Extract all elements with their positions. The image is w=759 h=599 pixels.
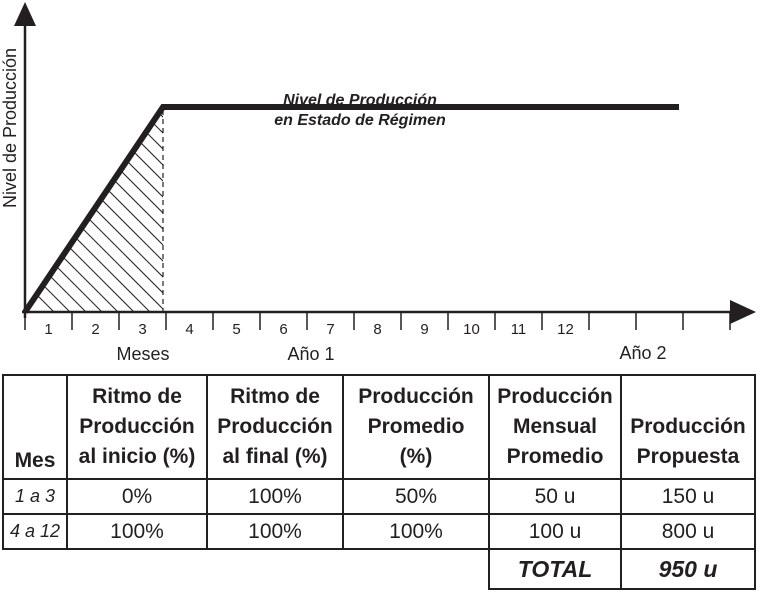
cell-prod-promedio: 100% <box>342 513 490 550</box>
month-tick-label: 9 <box>420 321 428 338</box>
blank-cell <box>343 549 489 589</box>
month-tick-label: 5 <box>232 321 240 338</box>
cell-mes: 1 a 3 <box>2 478 68 515</box>
month-tick-label: 12 <box>557 321 574 338</box>
header-prod-promedio: Producción Promedio (%) <box>342 374 490 480</box>
production-level-curve <box>22 104 679 314</box>
cell-mes: 4 a 12 <box>2 513 68 550</box>
hatch-line <box>25 107 163 151</box>
hatch-line <box>25 161 163 312</box>
hatch-line <box>25 129 163 312</box>
cell-ritmo-inicio: 100% <box>66 513 208 550</box>
header-ritmo-final: Ritmo de Producción al final (%) <box>206 374 344 480</box>
production-table: Mes Ritmo de Producción al inicio (%) Ri… <box>2 374 756 590</box>
cell-prod-propuesta: 150 u <box>620 478 756 515</box>
hatch-line <box>25 107 163 119</box>
blank-cell <box>67 549 207 589</box>
total-value: 950 u <box>620 548 756 590</box>
table-row: 4 a 12 100% 100% 100% 100 u 800 u <box>2 513 756 550</box>
year1-label: Año 1 <box>287 344 334 364</box>
hatch-line <box>0 0 260 70</box>
header-prod-propuesta: Producción Propuesta <box>620 374 756 480</box>
plateau-label-line1: Nivel de Producción <box>283 92 437 109</box>
table-header-row: Mes Ritmo de Producción al inicio (%) Ri… <box>2 374 756 480</box>
month-tick-label: 6 <box>279 321 287 338</box>
hatch-line <box>25 107 163 263</box>
cell-prod-mensual: 50 u <box>488 478 622 515</box>
y-axis-label: Nivel de Producción <box>0 48 20 208</box>
hatch-line <box>25 107 163 135</box>
cell-prod-promedio: 50% <box>342 478 490 515</box>
plateau-label-line2: en Estado de Régimen <box>274 112 446 129</box>
cell-ritmo-final: 100% <box>206 513 344 550</box>
year2-label: Año 2 <box>619 343 666 363</box>
header-ritmo-inicio: Ritmo de Producción al inicio (%) <box>66 374 208 480</box>
cell-ritmo-final: 100% <box>206 478 344 515</box>
month-tick-label: 3 <box>138 321 146 338</box>
hatch-line <box>0 0 260 86</box>
hatch-line <box>0 0 260 102</box>
ramp-hatch-area <box>0 0 260 312</box>
blank-cell <box>207 549 343 589</box>
month-tick-label: 1 <box>44 321 52 338</box>
y-axis-arrow-icon <box>14 2 36 26</box>
cell-prod-propuesta: 800 u <box>620 513 756 550</box>
hatch-line <box>25 107 163 312</box>
total-label: TOTAL <box>488 548 622 590</box>
month-tick-label: 4 <box>185 321 193 338</box>
cell-ritmo-inicio: 0% <box>66 478 208 515</box>
hatch-line <box>25 257 163 312</box>
hatch-line <box>25 107 163 247</box>
month-tick-label: 11 <box>511 321 527 338</box>
hatch-line <box>25 107 163 279</box>
x-axis-arrow-icon <box>730 300 756 324</box>
meses-label: Meses <box>116 344 169 364</box>
x-axis-ticks <box>24 312 731 330</box>
hatch-line <box>25 107 163 167</box>
production-ramp-diagram: 1 2 3 4 5 6 7 8 9 10 11 12 Nivel de Producción Nive… <box>0 0 756 364</box>
hatch-line <box>25 177 163 312</box>
month-tick-label: 8 <box>373 321 381 338</box>
header-prod-mensual: Producción Mensual Promedio <box>488 374 622 480</box>
hatch-line <box>25 107 163 311</box>
table-row: 1 a 3 0% 100% 50% 50 u 150 u <box>2 478 756 515</box>
x-axis-tick-labels: 1 2 3 4 5 6 7 8 9 10 11 12 <box>44 321 574 338</box>
month-tick-label: 7 <box>326 321 334 338</box>
month-tick-label: 2 <box>91 321 99 338</box>
table-total-row: TOTAL 950 u <box>3 548 756 590</box>
header-mes: Mes <box>2 374 68 480</box>
blank-cell <box>3 549 67 589</box>
month-tick-label: 10 <box>463 321 480 338</box>
hatch-line <box>25 107 163 312</box>
cell-prod-mensual: 100 u <box>488 513 622 550</box>
hatch-line <box>25 107 163 295</box>
hatch-line <box>25 107 163 199</box>
